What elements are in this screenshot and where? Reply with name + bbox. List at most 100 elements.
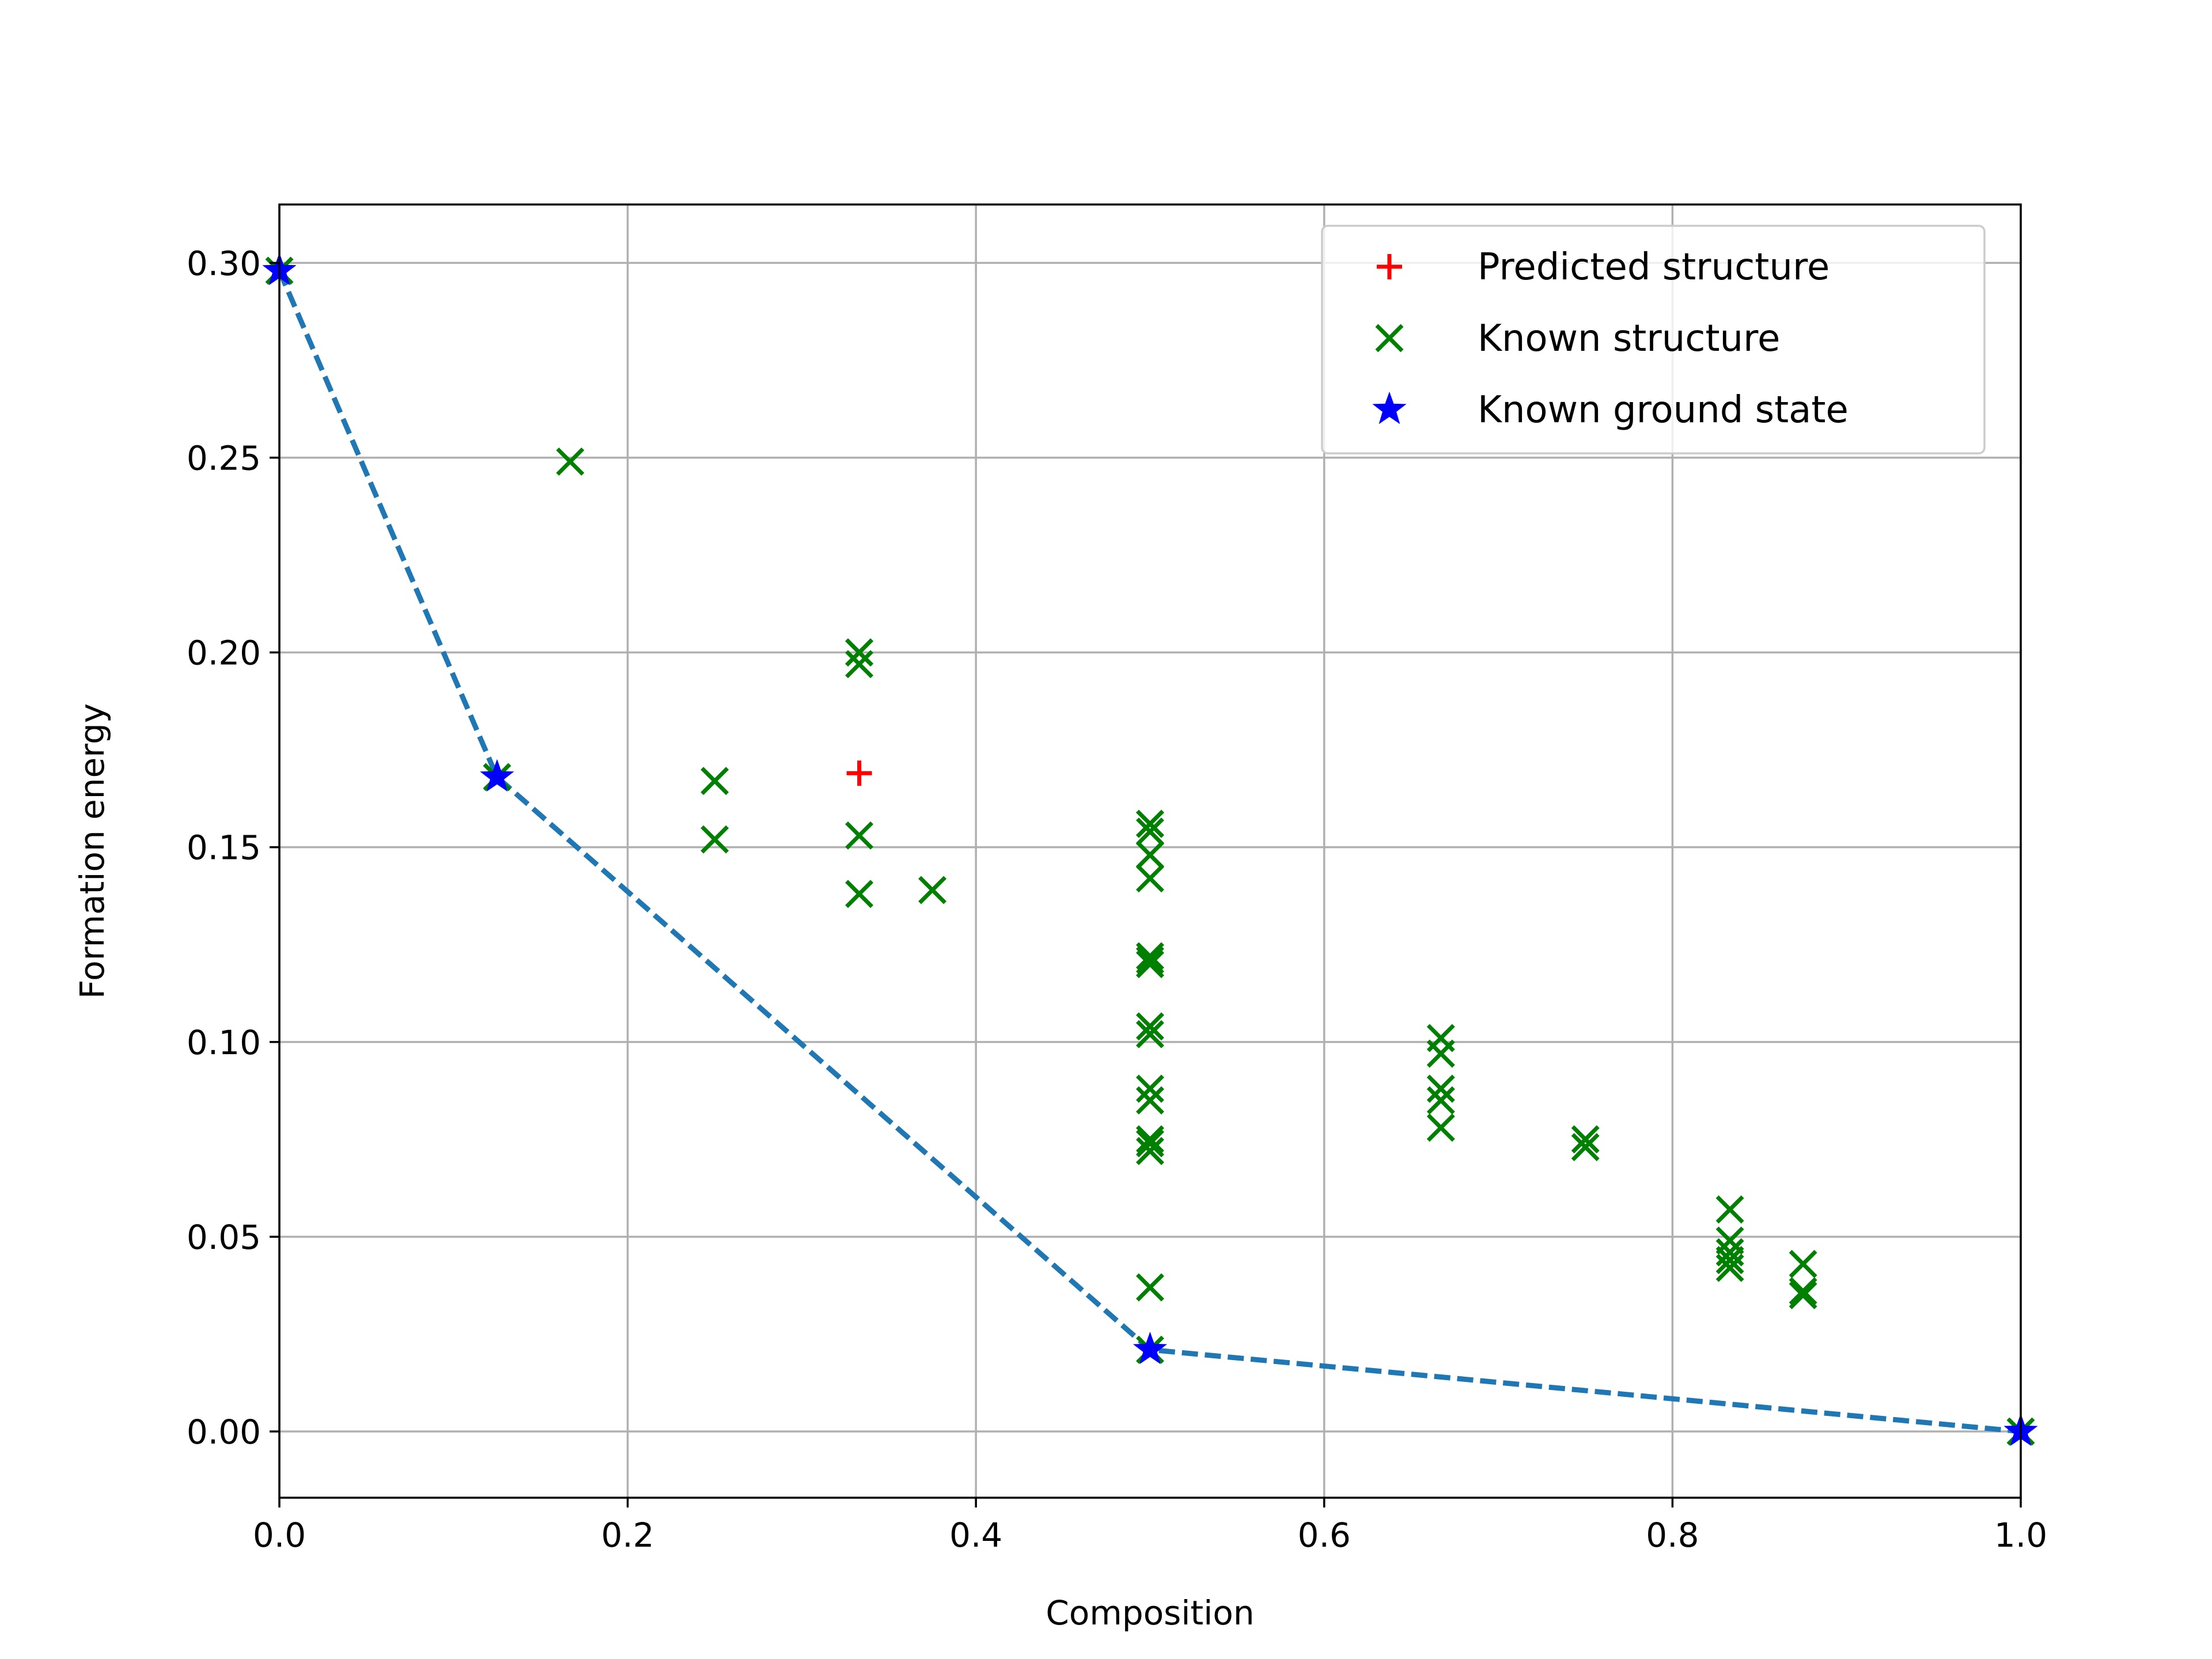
known-structure-point-12 [1136,817,1164,846]
known-structure-point-18 [1136,1020,1164,1048]
known-structure-point-27 [1136,946,1164,975]
data-points [262,252,2038,1446]
known-structure-point-42-stroke-b [1789,1281,1817,1309]
known-structure-point-23 [1136,1137,1164,1165]
known-structure-point-41-stroke-b [1789,1277,1817,1306]
y-tick-label-2: 0.10 [187,1023,261,1062]
known-structure-point-16-stroke-b [1136,950,1164,979]
known-structure-point-40 [1789,1249,1817,1278]
known-ground-state-point-1 [480,759,514,792]
known-structure-point-26-stroke-b [1136,809,1164,838]
known-structure-point-34 [1571,1132,1600,1161]
known-structure-point-35-stroke-b [1715,1195,1744,1224]
legend-item-known-structure-label: Known structure [1478,317,1780,360]
known-structure-point-32 [1426,1113,1455,1142]
x-tick-label-0: 0.0 [253,1516,306,1555]
known-structure-point-30-stroke-b [1426,1074,1455,1103]
legend: Predicted structure Known structure Known … [1321,225,1986,454]
known-structure-point-6-stroke-b [845,650,874,679]
known-structure-point-8 [845,880,874,908]
known-structure-point-33-stroke-b [1571,1125,1600,1154]
known-structure-point-4 [700,825,729,854]
known-structure-point-7 [845,821,874,850]
x-tick-label-3: 0.6 [1298,1516,1351,1555]
y-tick-label-4: 0.20 [187,634,261,673]
hull-dashed-line [276,270,2021,1434]
known-structure-point-39-stroke-b [1715,1253,1744,1282]
known-structure-point-17-stroke-b [1136,1012,1164,1041]
convex-hull-line [276,270,2021,1434]
legend-box [1321,225,1986,454]
legend-item-known-structure-marker-stroke-b [1375,324,1404,353]
known-structure-point-2-stroke-b [556,447,585,476]
grid-lines [278,204,2022,1498]
x-tick-label-5: 1.0 [1994,1516,2047,1555]
known-structure-point-14-stroke-b [1136,864,1164,893]
plot-area-frame [278,203,2022,1499]
known-structure-point-21-stroke-b [1136,1125,1164,1154]
known-structure-point-20-stroke-b [1136,1086,1164,1115]
known-structure-point-38 [1715,1246,1744,1274]
legend-item-known-ground-state-marker [1372,391,1407,425]
known-structure-point-38-stroke-b [1715,1246,1744,1274]
known-structure-point-24-stroke-b [1136,1273,1164,1302]
y-tick-label-0: 0.00 [187,1412,261,1452]
x-tick-label-4: 0.8 [1646,1516,1699,1555]
known-ground-state-point-2 [1132,1331,1168,1365]
known-structure-point-3 [700,767,729,796]
y-tick-label-1: 0.05 [187,1218,261,1257]
legend-item-known-structure-marker [1375,324,1404,353]
known-structure-point-4-stroke-b [700,825,729,854]
known-structure-point-3-stroke-b [700,767,729,796]
known-structure-point-17 [1136,1012,1164,1041]
known-structure-point-29 [1426,1039,1455,1068]
known-structure-point-40-stroke-b [1789,1249,1817,1278]
known-structure-point-6 [845,650,874,679]
known-structure-point-27-stroke-b [1136,946,1164,975]
known-structure-point-10 [918,876,947,904]
known-structure-point-31 [1426,1086,1455,1115]
known-structure-point-24 [1136,1273,1164,1302]
known-structure-point-30 [1426,1074,1455,1103]
known-structure-point-32-stroke-b [1426,1113,1455,1142]
known-structure-point-16 [1136,950,1164,979]
known-structure-point-33 [1571,1125,1600,1154]
x-axis-label: Composition [1046,1593,1254,1633]
known-structure-point-13-stroke-b [1136,840,1164,869]
known-structure-point-13 [1136,840,1164,869]
axis-ticks: 0.0 0.2 0.4 0.6 0.8 1.0 0.00 0.05 0.10 0.15 0.20 0.… [187,244,2047,1555]
known-structure-point-22 [1136,1129,1164,1158]
known-structure-point-31-stroke-b [1426,1086,1455,1115]
known-structure-point-15 [1136,942,1164,971]
legend-item-known-ground-state-label: Known ground state [1478,389,1849,431]
known-structure-point-18-stroke-b [1136,1020,1164,1048]
known-structure-point-42 [1789,1281,1817,1309]
y-tick-label-6: 0.30 [187,244,261,283]
known-structure-point-19 [1136,1074,1164,1103]
known-structure-point-26 [1136,809,1164,838]
x-tick-label-2: 0.4 [949,1516,1002,1555]
known-structure-point-2 [556,447,585,476]
known-structure-point-12-stroke-b [1136,817,1164,846]
known-structure-point-9-stroke-b [845,638,874,667]
known-structure-point-34-stroke-b [1571,1132,1600,1161]
known-structure-point-39 [1715,1253,1744,1282]
predicted-structure-point-0 [846,760,872,786]
x-tick-label-1: 0.2 [601,1516,654,1555]
known-structure-point-8-stroke-b [845,880,874,908]
known-structure-point-41 [1789,1277,1817,1306]
known-structure-point-15-stroke-b [1136,942,1164,971]
known-structure-point-19-stroke-b [1136,1074,1164,1103]
known-structure-point-35 [1715,1195,1744,1224]
y-axis-label: Formation energy [73,703,112,999]
known-structure-point-7-stroke-b [845,821,874,850]
known-structure-point-21 [1136,1125,1164,1154]
known-structure-point-20 [1136,1086,1164,1115]
known-structure-point-22-stroke-b [1136,1129,1164,1158]
known-structure-point-29-stroke-b [1426,1039,1455,1068]
y-tick-label-5: 0.25 [187,439,261,478]
known-structure-point-14 [1136,864,1164,893]
known-structure-point-23-stroke-b [1136,1137,1164,1165]
legend-item-predicted-structure-label: Predicted structure [1478,246,1830,289]
